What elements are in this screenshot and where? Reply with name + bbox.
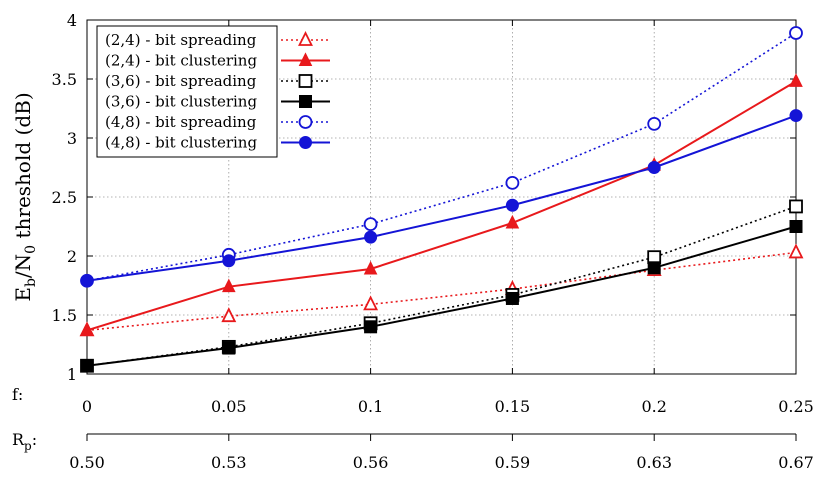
data-point-marker (505, 175, 520, 190)
series-4-8-bit-clustering (80, 109, 803, 288)
secondary-tick-label: 0.67 (778, 453, 814, 472)
data-point-marker (364, 230, 378, 244)
y-axis-label: Eb/N0 threshold (dB) (11, 92, 39, 301)
data-point-marker (647, 161, 661, 174)
secondary-tick-label: 0.63 (636, 453, 672, 472)
data-point-marker (789, 73, 803, 87)
x-tick-label: 0 (82, 397, 92, 416)
data-point-marker (80, 322, 94, 336)
x-axis-ticks: 0 0.05 0.1 0.15 0.2 0.25 (82, 20, 814, 416)
series-line (86, 251, 797, 332)
legend-box (96, 25, 278, 158)
secondary-tick-label: 0.53 (211, 453, 247, 472)
data-point-marker (789, 220, 803, 233)
data-point-marker (647, 261, 661, 275)
series-group (79, 26, 804, 373)
series-line (86, 32, 797, 282)
data-point-marker (363, 295, 379, 311)
y-tick-label: 4 (67, 11, 77, 30)
series-3-6-bit-spreading (80, 199, 803, 373)
y-axis-ticks: 1 1.5 2 2.5 3 3.5 4 (52, 11, 796, 384)
data-point-marker (505, 214, 520, 229)
data-point-marker (647, 116, 662, 131)
data-point-marker (788, 243, 804, 259)
data-point-marker (363, 260, 378, 275)
series-line (86, 114, 797, 282)
data-point-marker (364, 320, 378, 334)
secondary-tick-label: 0.59 (495, 453, 531, 472)
legend: (2,4) - bit spreading (2,4) - bit cluster… (96, 25, 330, 158)
y-tick-label: 2 (67, 247, 77, 266)
data-point-marker (221, 278, 236, 293)
secondary-axis-ticks: 0.50 0.53 0.56 0.59 0.63 0.67 (69, 434, 814, 472)
y-tick-label: 1 (67, 365, 77, 384)
data-point-marker (80, 274, 94, 288)
data-point-marker (222, 254, 236, 268)
legend-label: (3,6) - bit spreading (105, 72, 257, 90)
legend-label: (4,8) - bit spreading (105, 113, 257, 131)
data-point-marker (299, 95, 312, 108)
x-tick-label: 0.1 (358, 397, 383, 416)
legend-label: (4,8) - bit clustering (105, 134, 257, 152)
data-point-marker (298, 30, 313, 46)
x-tick-label: 0.15 (495, 397, 531, 416)
x-tick-label: 0.05 (211, 397, 247, 416)
legend-label: (3,6) - bit clustering (105, 93, 257, 111)
series-3-6-bit-clustering (80, 220, 803, 373)
series-2-4-bit-spreading (79, 243, 804, 337)
x-tick-label: 0.2 (641, 397, 666, 416)
secondary-tick-label: 0.56 (353, 453, 389, 472)
data-point-marker (298, 52, 313, 66)
data-point-marker (505, 198, 519, 212)
secondary-tick-label: 0.50 (69, 453, 105, 472)
data-point-marker (221, 307, 237, 323)
data-point-marker (789, 26, 803, 40)
data-point-marker (789, 109, 803, 123)
data-point-marker (298, 74, 313, 88)
x-tick-label: 0.25 (778, 397, 814, 416)
secondary-axis-label: Rp: (12, 430, 37, 453)
data-point-marker (80, 359, 94, 373)
legend-label: (2,4) - bit spreading (105, 31, 257, 49)
data-point-marker (299, 136, 312, 149)
series-line (86, 225, 797, 367)
series-2-4-bit-clustering (80, 73, 803, 336)
series-line (86, 205, 797, 367)
y-tick-label: 1.5 (52, 306, 77, 325)
data-point-marker (505, 291, 519, 305)
y-tick-label: 2.5 (52, 188, 77, 207)
grid (87, 20, 796, 374)
data-point-marker (363, 217, 378, 232)
series-line (86, 80, 797, 332)
x-axis-label-f: f: (12, 385, 23, 404)
legend-label: (2,4) - bit clustering (105, 52, 257, 70)
y-tick-label: 3 (67, 129, 77, 148)
data-point-marker (298, 115, 313, 129)
data-point-marker (789, 199, 803, 214)
data-point-marker (222, 341, 236, 355)
y-tick-label: 3.5 (52, 70, 77, 89)
